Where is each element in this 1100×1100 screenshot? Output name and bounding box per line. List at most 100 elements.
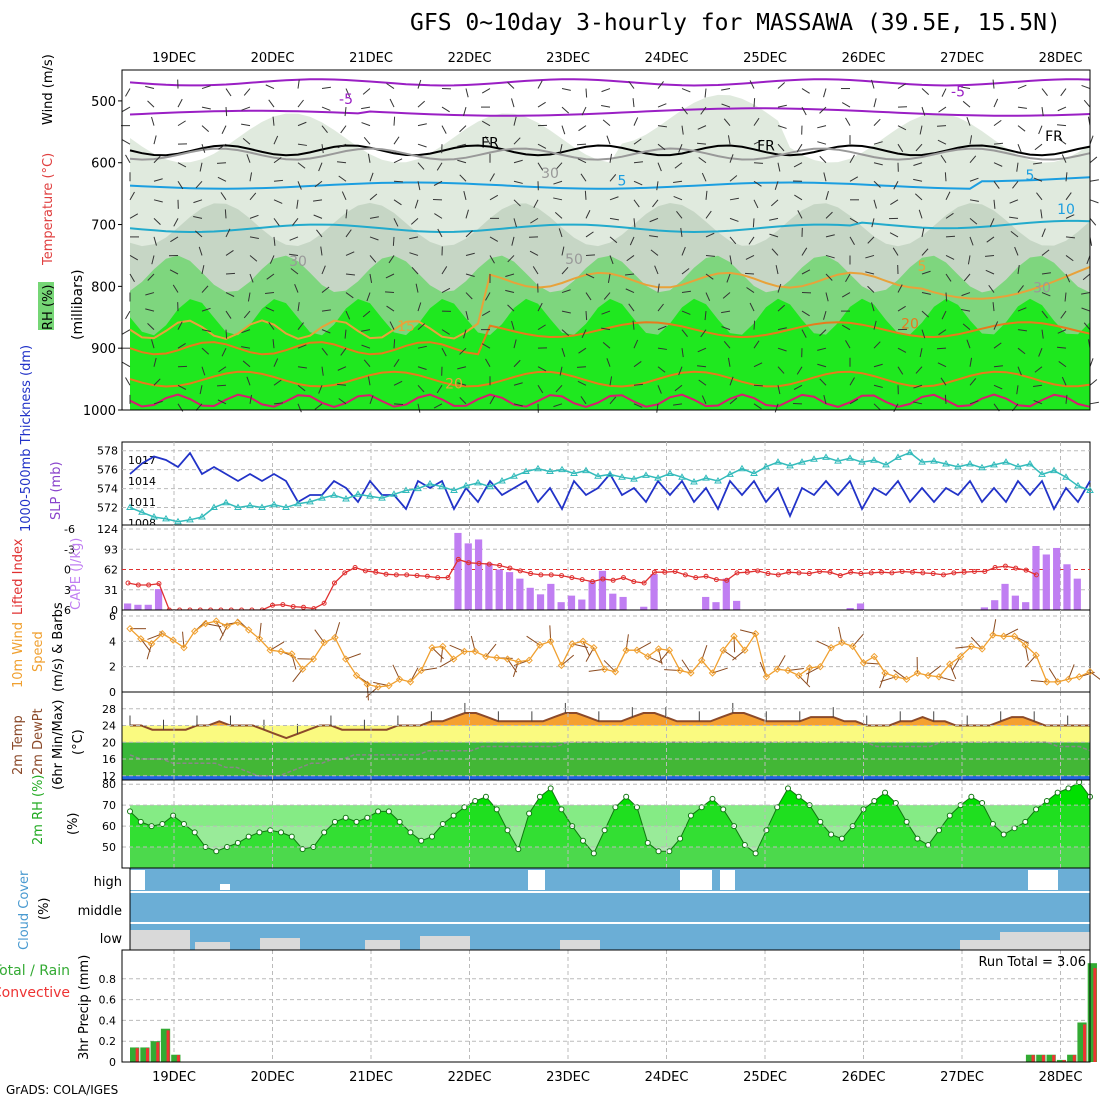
wind-barb: [585, 273, 595, 279]
wind-barb: [993, 180, 1000, 189]
wind-barb: [194, 230, 203, 238]
wind-barb: [1016, 162, 1019, 172]
wind-barb: [871, 302, 875, 312]
wind-marker: [687, 669, 695, 677]
wind-barb: [585, 231, 594, 238]
wind-barb: [1041, 272, 1051, 275]
wind-barb: [576, 366, 587, 368]
li-marker: [796, 570, 802, 576]
precip-convective-bar: [1093, 968, 1097, 1062]
pressure-tick: 1000: [83, 404, 116, 419]
thickness-marker: [702, 474, 710, 481]
wind-barb: [940, 377, 947, 386]
wind-barb: [723, 118, 731, 126]
rh-marker: [882, 789, 889, 796]
wind-barb: [457, 159, 467, 164]
wind-marker: [385, 681, 393, 690]
wind-barb: [871, 218, 875, 228]
temp-band: [122, 775, 1090, 780]
thickness-marker: [690, 478, 698, 485]
wind-barb: [1082, 273, 1091, 281]
wind-barb: [914, 193, 923, 201]
wind-barb: [507, 304, 515, 312]
wind-barb: [726, 273, 731, 283]
wind-barb: [345, 229, 352, 238]
cape-bar: [846, 608, 854, 610]
wind-barb: [897, 125, 907, 131]
rh-marker: [267, 827, 274, 834]
wind-barb: [649, 217, 659, 223]
wind-barb: [945, 191, 951, 201]
wind-barb-10m: [927, 665, 942, 676]
wind-barb: [265, 84, 275, 90]
wind-barb: [777, 143, 785, 152]
wind-barb: [221, 347, 227, 357]
wind-barb: [681, 88, 691, 93]
wind-barb: [247, 292, 251, 302]
slp-frame: [121, 441, 1091, 526]
slp-tick: 1017: [128, 454, 156, 467]
wind-barb: [633, 361, 642, 368]
wind-marker: [255, 635, 264, 643]
wind-marker: [395, 675, 404, 684]
wind-barb: [1017, 307, 1027, 312]
wind-barb: [873, 320, 877, 330]
wind-barb: [249, 192, 257, 201]
thickness-marker: [582, 466, 590, 474]
rh-marker: [1022, 818, 1029, 825]
wind-barb: [1083, 322, 1091, 330]
wind-barb: [729, 197, 739, 201]
wind-barb: [705, 254, 716, 257]
wind-barb: [673, 195, 683, 201]
wind-barb: [441, 125, 447, 134]
wind-barb: [753, 117, 760, 126]
thickness-marker: [570, 469, 578, 476]
contour-label: FR: [1045, 129, 1063, 145]
wind-marker: [751, 630, 760, 638]
wind-barb: [873, 384, 883, 388]
wind-barb: [1065, 255, 1074, 262]
wind-barb: [945, 273, 952, 282]
slp-tick: 1011: [128, 496, 156, 509]
wind-barb: [1034, 143, 1043, 151]
li-marker: [755, 568, 761, 574]
wind-frame: [121, 609, 1091, 693]
cape-tick: 0: [111, 604, 118, 617]
wind-barb: [321, 366, 324, 376]
precip-bar: [130, 1047, 140, 1062]
li-marker: [713, 577, 719, 583]
wind-tick: 6: [109, 610, 116, 623]
wind-barb: [673, 403, 683, 406]
wind-barb: [273, 179, 284, 182]
li-marker: [827, 569, 833, 575]
wind-marker: [719, 646, 727, 654]
wind-barb: [465, 88, 469, 98]
wind-barb: [681, 348, 684, 358]
wind-barb: [193, 216, 203, 219]
li-marker: [466, 560, 472, 566]
wind-barb: [609, 196, 619, 201]
wind-barb: [249, 214, 259, 219]
thickness-marker: [870, 456, 878, 463]
wind-barb: [609, 153, 613, 163]
wind-barb: [1089, 379, 1098, 386]
thickness-marker: [1062, 473, 1070, 480]
wind-barb: [797, 210, 803, 219]
wind-marker: [859, 659, 868, 667]
wind-barb: [1041, 249, 1050, 256]
wind-barb: [801, 310, 810, 317]
wind-barb: [1060, 88, 1067, 97]
rh-marker: [245, 833, 252, 840]
wind-barb: [340, 125, 347, 134]
rh-marker: [720, 806, 727, 813]
li-marker: [734, 570, 740, 576]
cloud-low-block: [260, 938, 300, 950]
rh-marker: [439, 821, 446, 827]
wind-barb: [289, 253, 299, 256]
wind-barb: [825, 234, 835, 238]
wind-barb: [224, 209, 227, 219]
thickness-marker: [1026, 460, 1034, 467]
date-label-top: 19DEC: [152, 51, 196, 66]
wind-barb: [481, 88, 491, 94]
wind-marker: [1086, 668, 1094, 676]
